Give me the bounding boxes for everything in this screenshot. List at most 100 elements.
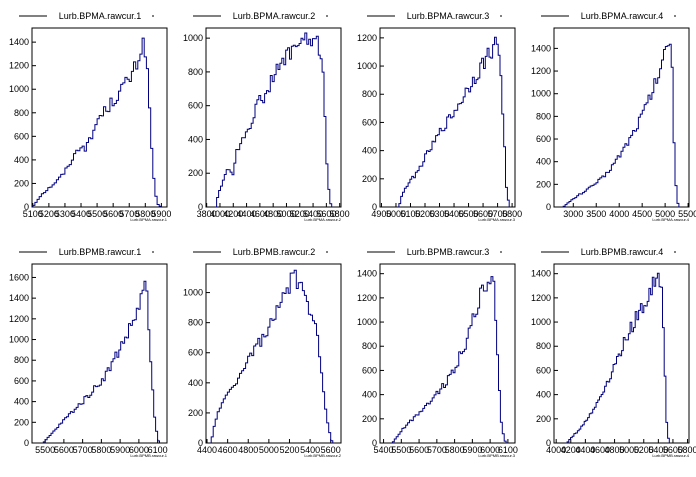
y-tick-label: 800 [14, 108, 29, 118]
x-tick-label: 4200 [223, 209, 243, 219]
x-tick-label: 4400 [197, 445, 217, 455]
x-axis-label: Lurb.BPMA.rawcur.2 [304, 217, 341, 222]
y-tick-label: 1200 [357, 33, 377, 43]
x-tick-label: 3000 [563, 209, 583, 219]
y-tick-label: 1400 [9, 293, 29, 303]
histogram-line [42, 280, 160, 443]
chart-panel: Lurb.BPMA.rawcur.1 0 200 400 600 800 1000 1200 1… [9, 11, 171, 222]
x-tick-label: 5200 [279, 445, 299, 455]
chart-panel: Lurb.BPMA.rawcur.4 0 200 400 600 800 1000 1200 1… [531, 11, 696, 222]
chart-panel: Lurb.BPMB.rawcur.3 0 200 400 600 800 1000 1200 1… [357, 247, 518, 458]
y-tick-label: 1000 [531, 89, 551, 99]
x-tick-label: 5300 [430, 209, 450, 219]
x-tick-label: 5800 [135, 209, 155, 219]
x-tick-label: 5800 [502, 209, 522, 219]
x-tick-label: 4000 [609, 209, 629, 219]
x-tick-label: 5200 [415, 209, 435, 219]
y-tick-label: 600 [14, 376, 29, 386]
y-tick-label: 0 [546, 202, 551, 212]
x-axis-label: Lurb.BPMB.rawcur.1 [130, 453, 167, 458]
x-tick-label: 4800 [263, 209, 283, 219]
y-tick-label: 1400 [357, 269, 377, 279]
chart-panel: Lurb.BPMA.rawcur.20200400600800100038004… [183, 11, 350, 222]
chart-panel: Lurb.BPMB.rawcur.1 0 200 400 600 800 1000 1200 1… [9, 247, 168, 458]
chart-title: Lurb.BPMB.rawcur.3 [407, 247, 490, 257]
x-tick-label: 5000 [619, 445, 639, 455]
x-tick-label: 5400 [71, 209, 91, 219]
y-tick-label: 600 [362, 117, 377, 127]
y-tick-label: 0 [198, 438, 203, 448]
x-tick-label: 5500 [459, 209, 479, 219]
x-tick-label: 5800 [445, 445, 465, 455]
y-tick-label: 0 [546, 438, 551, 448]
x-tick-label: 5800 [91, 445, 111, 455]
x-tick-label: 4600 [218, 445, 238, 455]
x-tick-label: 4900 [371, 209, 391, 219]
x-tick-label: 5300 [55, 209, 75, 219]
x-tick-label: 4500 [632, 209, 652, 219]
chart-title: Lurb.BPMB.rawcur.1 [59, 247, 142, 257]
histogram-line [391, 276, 507, 443]
chart-panel: Lurb.BPMA.rawcur.3 0 200 400 600 800 1000 1200 4… [357, 11, 522, 222]
y-tick-label: 1400 [531, 43, 551, 53]
x-tick-label: 5400 [303, 209, 323, 219]
y-tick-label: 600 [362, 365, 377, 375]
y-tick-label: 600 [14, 131, 29, 141]
y-tick-label: 800 [536, 341, 551, 351]
y-tick-label: 400 [536, 390, 551, 400]
x-tick-label: 5200 [290, 209, 310, 219]
y-tick-label: 800 [14, 355, 29, 365]
y-tick-label: 1400 [531, 269, 551, 279]
x-axis-label: Lurb.BPMB.rawcur.2 [304, 453, 341, 458]
plot-frame [553, 263, 690, 444]
x-tick-label: 5700 [119, 209, 139, 219]
x-tick-label: 4000 [546, 445, 566, 455]
y-tick-label: 1000 [357, 61, 377, 71]
chart-title: Lurb.BPMA.rawcur.3 [407, 11, 490, 21]
x-tick-label: 5400 [648, 445, 668, 455]
plot-frame [205, 27, 342, 208]
plot-frame [379, 263, 516, 444]
x-tick-label: 4800 [605, 445, 625, 455]
x-tick-label: 6100 [498, 445, 518, 455]
x-tick-label: 5900 [462, 445, 482, 455]
x-tick-label: 5500 [391, 445, 411, 455]
y-tick-label: 1200 [9, 61, 29, 71]
y-tick-label: 400 [536, 157, 551, 167]
x-tick-label: 5500 [678, 209, 696, 219]
histogram-line [562, 43, 680, 207]
x-tick-label: 5600 [316, 209, 336, 219]
x-tick-label: 6100 [148, 445, 168, 455]
chart-title: Lurb.BPMA.rawcur.2 [233, 11, 316, 21]
x-tick-label: 5600 [54, 445, 74, 455]
x-axis-label: Lurb.BPMA.rawcur.3 [478, 217, 515, 222]
y-tick-label: 0 [372, 202, 377, 212]
x-tick-label: 3500 [586, 209, 606, 219]
chart-title: Lurb.BPMB.rawcur.2 [233, 247, 316, 257]
x-tick-label: 5900 [151, 209, 171, 219]
y-tick-label: 200 [188, 408, 203, 418]
plot-frame [379, 27, 516, 208]
x-tick-label: 5900 [110, 445, 130, 455]
x-tick-label: 4800 [238, 445, 258, 455]
y-tick-label: 1000 [9, 84, 29, 94]
histogram-line [566, 272, 670, 443]
x-tick-label: 5000 [276, 209, 296, 219]
x-tick-label: 4600 [250, 209, 270, 219]
x-axis-label: Lurb.BPMB.rawcur.3 [478, 453, 515, 458]
y-tick-label: 1200 [9, 314, 29, 324]
x-tick-label: 5700 [427, 445, 447, 455]
y-tick-label: 1000 [183, 33, 203, 43]
y-tick-label: 1200 [531, 66, 551, 76]
x-tick-label: 5600 [473, 209, 493, 219]
y-tick-label: 600 [536, 134, 551, 144]
x-tick-label: 5400 [300, 445, 320, 455]
chart-panel: Lurb.BPMB.rawcur.4 0 200 400 600 800 1000 1200 1… [531, 247, 696, 458]
y-tick-label: 200 [188, 168, 203, 178]
x-tick-label: 5400 [444, 209, 464, 219]
y-tick-label: 800 [362, 89, 377, 99]
x-tick-label: 6000 [480, 445, 500, 455]
y-tick-label: 0 [372, 438, 377, 448]
